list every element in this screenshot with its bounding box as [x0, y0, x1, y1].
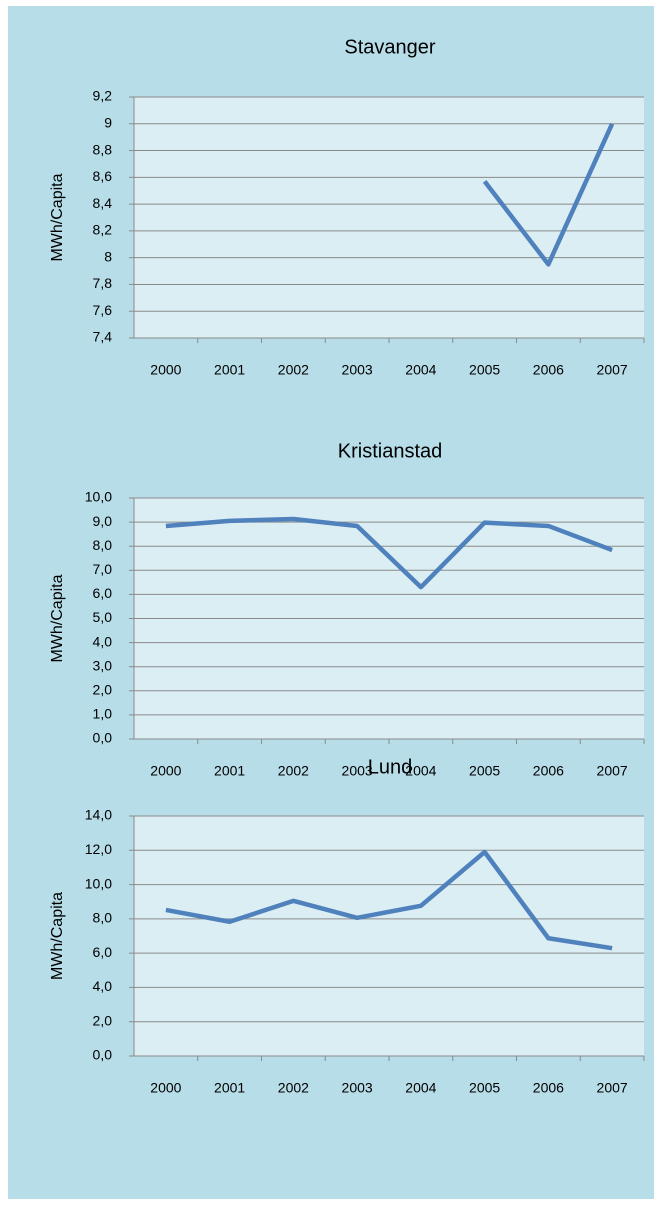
y-axis-label: MWh/Capita — [49, 892, 66, 980]
chart-title: Stavanger — [344, 36, 436, 58]
x-tick-label: 2001 — [214, 763, 245, 779]
y-tick-label: 7,6 — [93, 302, 113, 318]
x-tick-label: 2005 — [469, 362, 500, 378]
y-tick-label: 3,0 — [93, 657, 113, 673]
y-tick-label: 7,8 — [93, 275, 113, 291]
y-tick-label: 8,2 — [93, 222, 113, 238]
x-tick-label: 2000 — [150, 362, 181, 378]
y-tick-label: 7,4 — [93, 329, 113, 345]
y-tick-label: 8,6 — [93, 168, 113, 184]
x-tick-label: 2004 — [405, 362, 436, 378]
y-tick-label: 8,0 — [93, 910, 113, 926]
x-tick-label: 2007 — [597, 763, 628, 779]
data-line — [482, 122, 615, 267]
plot-area — [134, 816, 644, 1056]
plot-area — [134, 97, 644, 338]
x-tick-label: 2006 — [533, 763, 564, 779]
y-tick-label: 0,0 — [93, 1047, 113, 1063]
y-tick-label: 8,0 — [93, 537, 113, 553]
data-line — [165, 849, 613, 951]
y-tick-label: 5,0 — [93, 609, 113, 625]
x-tick-label: 2000 — [150, 1080, 181, 1096]
y-axis-label: MWh/Capita — [49, 173, 66, 261]
y-tick-label: 4,0 — [93, 978, 113, 994]
y-tick-label: 10,0 — [85, 489, 112, 505]
x-tick-label: 2001 — [214, 1080, 245, 1096]
chart-title: Kristianstad — [338, 440, 443, 462]
x-tick-label: 2006 — [533, 1080, 564, 1096]
x-tick-label: 2000 — [150, 763, 181, 779]
y-tick-label: 12,0 — [85, 841, 112, 857]
x-tick-label: 2003 — [342, 362, 373, 378]
y-tick-label: 10,0 — [85, 875, 112, 891]
x-tick-label: 2001 — [214, 362, 245, 378]
y-tick-label: 9,0 — [93, 513, 113, 529]
y-tick-label: 9 — [104, 114, 112, 130]
y-tick-label: 4,0 — [93, 633, 113, 649]
y-tick-label: 0,0 — [93, 730, 113, 746]
y-tick-label: 14,0 — [85, 807, 112, 823]
y-tick-label: 2,0 — [93, 682, 113, 698]
y-tick-label: 6,0 — [93, 585, 113, 601]
y-tick-label: 9,2 — [93, 88, 113, 104]
x-tick-label: 2002 — [278, 1080, 309, 1096]
x-tick-label: 2004 — [405, 763, 436, 779]
y-tick-label: 2,0 — [93, 1012, 113, 1028]
x-tick-label: 2004 — [405, 1080, 436, 1096]
y-tick-label: 1,0 — [93, 706, 113, 722]
x-tick-label: 2003 — [342, 1080, 373, 1096]
y-tick-label: 8,4 — [93, 195, 113, 211]
x-tick-label: 2003 — [342, 763, 373, 779]
y-axis-label: MWh/Capita — [49, 574, 66, 662]
x-tick-label: 2007 — [597, 1080, 628, 1096]
y-tick-label: 7,0 — [93, 561, 113, 577]
y-tick-label: 6,0 — [93, 944, 113, 960]
x-tick-label: 2005 — [469, 763, 500, 779]
y-tick-label: 8,8 — [93, 141, 113, 157]
x-tick-label: 2006 — [533, 362, 564, 378]
x-tick-label: 2002 — [278, 362, 309, 378]
y-tick-label: 8 — [104, 248, 112, 264]
x-tick-label: 2005 — [469, 1080, 500, 1096]
x-tick-label: 2007 — [597, 362, 628, 378]
data-line — [165, 516, 613, 590]
x-tick-label: 2002 — [278, 763, 309, 779]
chart-title: Lund — [368, 756, 413, 778]
